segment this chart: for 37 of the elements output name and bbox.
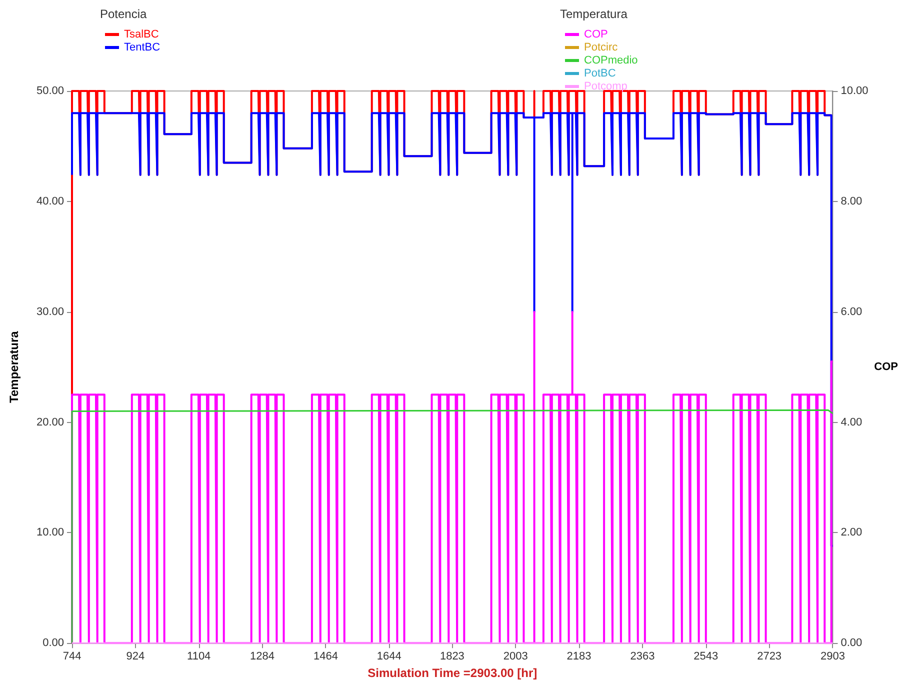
x-tick-label: 2183 (566, 650, 592, 663)
y2-tick-label: 8.00 (840, 195, 862, 208)
legend-label: COP (584, 28, 608, 40)
x-axis-title: Simulation Time =2903.00 [hr] (368, 666, 538, 680)
legend-label: PotBC (584, 68, 616, 80)
x-tick-label: 744 (62, 650, 82, 663)
y-tick-label: 40.00 (36, 195, 64, 208)
y-tick-label: 50.00 (36, 85, 64, 97)
y-tick-label: 10.00 (36, 526, 64, 539)
x-tick-label: 2543 (694, 650, 718, 663)
text: Potencia (100, 7, 148, 21)
y2-tick-label: 0.00 (840, 637, 862, 650)
y2-tick-label: 10.00 (840, 85, 868, 97)
y-tick-label: 30.00 (36, 306, 64, 318)
x-tick-label: 2003 (503, 650, 528, 663)
x-tick-label: 2723 (757, 650, 782, 663)
x-tick-label: 1823 (440, 650, 464, 663)
y-axis-title: Temperatura (7, 330, 21, 403)
y2-tick-label: 6.00 (840, 306, 862, 318)
y2-axis-title: COP (874, 361, 898, 374)
x-tick-label: 2363 (630, 650, 655, 663)
y-tick-label: 0.00 (42, 637, 64, 650)
x-tick-label: 1644 (376, 650, 402, 663)
x-tick-label: 1104 (187, 650, 211, 663)
x-tick-label: 1464 (313, 650, 338, 663)
legend-label: COPmedio (584, 54, 638, 66)
x-tick-label: 924 (126, 650, 145, 663)
y2-tick-label: 4.00 (840, 416, 862, 428)
legend-label: TentBC (124, 42, 160, 54)
text: Temperatura (560, 7, 628, 21)
x-tick-label: 1284 (250, 650, 275, 663)
legend-label: TsalBC (124, 28, 159, 40)
legend-label: Potcirc (584, 42, 618, 54)
x-tick-label: 2903 (820, 650, 845, 663)
y2-tick-label: 2.00 (840, 526, 862, 539)
legend-label: Potcomp (584, 80, 628, 92)
y-tick-label: 20.00 (36, 416, 64, 428)
